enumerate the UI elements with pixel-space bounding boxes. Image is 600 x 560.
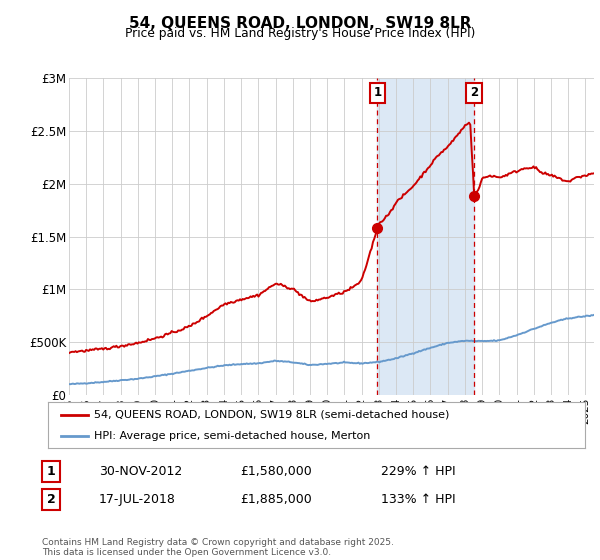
Text: 1: 1 bbox=[47, 465, 55, 478]
Text: £1,885,000: £1,885,000 bbox=[240, 493, 312, 506]
Text: 54, QUEENS ROAD, LONDON, SW19 8LR (semi-detached house): 54, QUEENS ROAD, LONDON, SW19 8LR (semi-… bbox=[94, 410, 449, 420]
Text: 1: 1 bbox=[373, 86, 382, 99]
Bar bbox=[377, 78, 474, 395]
Text: Contains HM Land Registry data © Crown copyright and database right 2025.
This d: Contains HM Land Registry data © Crown c… bbox=[42, 538, 394, 557]
Text: 17-JUL-2018: 17-JUL-2018 bbox=[99, 493, 176, 506]
Text: 229% ↑ HPI: 229% ↑ HPI bbox=[381, 465, 455, 478]
Text: 54, QUEENS ROAD, LONDON,  SW19 8LR: 54, QUEENS ROAD, LONDON, SW19 8LR bbox=[129, 16, 471, 31]
Text: 133% ↑ HPI: 133% ↑ HPI bbox=[381, 493, 455, 506]
Text: 2: 2 bbox=[470, 86, 478, 99]
Text: 2: 2 bbox=[47, 493, 55, 506]
Text: HPI: Average price, semi-detached house, Merton: HPI: Average price, semi-detached house,… bbox=[94, 431, 370, 441]
Text: £1,580,000: £1,580,000 bbox=[240, 465, 312, 478]
Text: Price paid vs. HM Land Registry's House Price Index (HPI): Price paid vs. HM Land Registry's House … bbox=[125, 27, 475, 40]
Text: 30-NOV-2012: 30-NOV-2012 bbox=[99, 465, 182, 478]
